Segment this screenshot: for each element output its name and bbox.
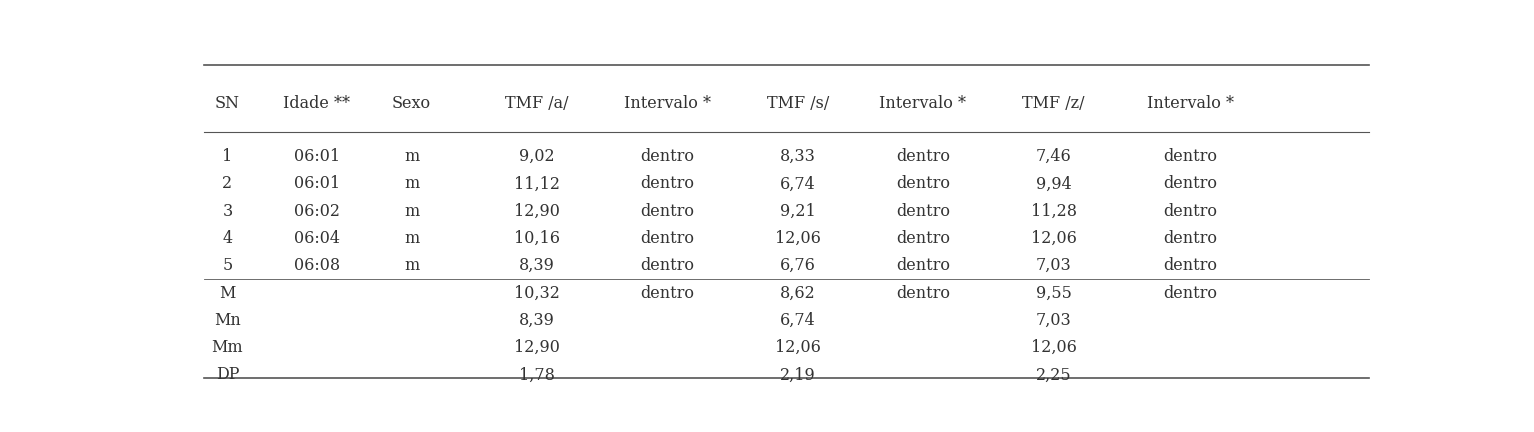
Text: 1: 1 xyxy=(222,148,233,165)
Text: Intervalo *: Intervalo * xyxy=(624,95,710,112)
Text: 12,06: 12,06 xyxy=(1031,230,1077,247)
Text: 7,03: 7,03 xyxy=(1035,312,1072,329)
Text: 12,06: 12,06 xyxy=(775,230,821,247)
Text: 11,28: 11,28 xyxy=(1031,203,1077,220)
Text: Mn: Mn xyxy=(215,312,241,329)
Text: dentro: dentro xyxy=(640,257,695,274)
Text: Idade **: Idade ** xyxy=(284,95,350,112)
Text: Sexo: Sexo xyxy=(393,95,431,112)
Text: 2: 2 xyxy=(222,175,233,192)
Text: dentro: dentro xyxy=(1163,230,1218,247)
Text: 3: 3 xyxy=(222,203,233,220)
Text: 7,03: 7,03 xyxy=(1035,257,1072,274)
Text: Mm: Mm xyxy=(212,339,244,356)
Text: 5: 5 xyxy=(222,257,233,274)
Text: dentro: dentro xyxy=(640,230,695,247)
Text: 9,02: 9,02 xyxy=(518,148,554,165)
Text: dentro: dentro xyxy=(1163,175,1218,192)
Text: TMF /s/: TMF /s/ xyxy=(767,95,830,112)
Text: dentro: dentro xyxy=(896,257,950,274)
Text: dentro: dentro xyxy=(640,175,695,192)
Text: dentro: dentro xyxy=(1163,148,1218,165)
Text: 06:08: 06:08 xyxy=(293,257,339,274)
Text: 10,16: 10,16 xyxy=(514,230,560,247)
Text: dentro: dentro xyxy=(896,175,950,192)
Text: 8,33: 8,33 xyxy=(781,148,816,165)
Text: 8,39: 8,39 xyxy=(518,257,554,274)
Text: 12,06: 12,06 xyxy=(775,339,821,356)
Text: 2,25: 2,25 xyxy=(1035,366,1071,383)
Text: 7,46: 7,46 xyxy=(1035,148,1072,165)
Text: 9,21: 9,21 xyxy=(781,203,816,220)
Text: dentro: dentro xyxy=(640,203,695,220)
Text: 06:01: 06:01 xyxy=(293,175,339,192)
Text: dentro: dentro xyxy=(896,230,950,247)
Text: dentro: dentro xyxy=(896,203,950,220)
Text: 06:01: 06:01 xyxy=(293,148,339,165)
Text: 06:02: 06:02 xyxy=(293,203,339,220)
Text: dentro: dentro xyxy=(1163,257,1218,274)
Text: 6,74: 6,74 xyxy=(781,312,816,329)
Text: dentro: dentro xyxy=(896,285,950,302)
Text: 4: 4 xyxy=(222,230,233,247)
Text: 1,78: 1,78 xyxy=(518,366,554,383)
Text: Intervalo *: Intervalo * xyxy=(879,95,966,112)
Text: dentro: dentro xyxy=(640,285,695,302)
Text: dentro: dentro xyxy=(1163,203,1218,220)
Text: M: M xyxy=(219,285,236,302)
Text: m: m xyxy=(403,230,419,247)
Text: 11,12: 11,12 xyxy=(514,175,560,192)
Text: TMF /z/: TMF /z/ xyxy=(1023,95,1085,112)
Text: dentro: dentro xyxy=(1163,285,1218,302)
Text: m: m xyxy=(403,175,419,192)
Text: SN: SN xyxy=(215,95,239,112)
Text: DP: DP xyxy=(216,366,239,383)
Text: 2,19: 2,19 xyxy=(781,366,816,383)
Text: 12,06: 12,06 xyxy=(1031,339,1077,356)
Text: m: m xyxy=(403,257,419,274)
Text: 9,94: 9,94 xyxy=(1035,175,1072,192)
Text: TMF /a/: TMF /a/ xyxy=(505,95,568,112)
Text: dentro: dentro xyxy=(640,148,695,165)
Text: 6,76: 6,76 xyxy=(781,257,816,274)
Text: 6,74: 6,74 xyxy=(781,175,816,192)
Text: m: m xyxy=(403,203,419,220)
Text: 12,90: 12,90 xyxy=(514,339,560,356)
Text: Intervalo *: Intervalo * xyxy=(1147,95,1233,112)
Text: 9,55: 9,55 xyxy=(1035,285,1072,302)
Text: m: m xyxy=(403,148,419,165)
Text: 8,39: 8,39 xyxy=(518,312,554,329)
Text: dentro: dentro xyxy=(896,148,950,165)
Text: 8,62: 8,62 xyxy=(781,285,816,302)
Text: 10,32: 10,32 xyxy=(514,285,560,302)
Text: 06:04: 06:04 xyxy=(293,230,339,247)
Text: 12,90: 12,90 xyxy=(514,203,560,220)
